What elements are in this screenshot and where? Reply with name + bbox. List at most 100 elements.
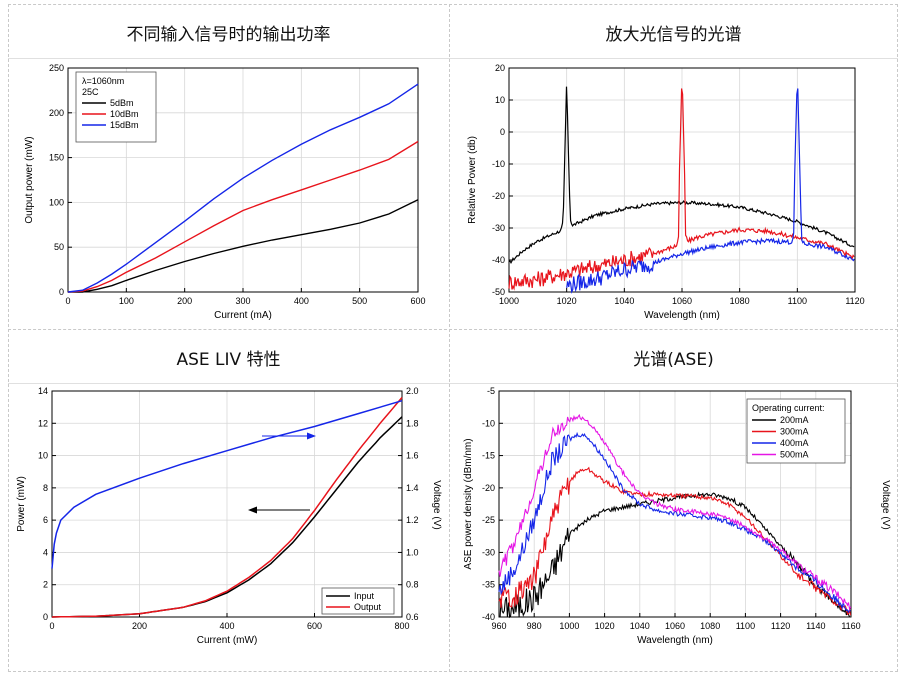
series-line-15dBm (67, 83, 419, 293)
ase-line-500mA (498, 413, 852, 612)
spectrum-line-1020 (508, 86, 855, 265)
y-tick-label: 12 (38, 418, 48, 428)
y-tick-label: 0 (59, 287, 64, 297)
y-tick-label: -15 (482, 451, 495, 461)
x-tick-label: 400 (294, 296, 309, 306)
y-tick-label: 8 (43, 483, 48, 493)
x-tick-label: 1000 (559, 621, 579, 631)
x-tick-label: 0 (65, 296, 70, 306)
legend-label-15dBm: 15dBm (110, 120, 139, 130)
x-tick-label: 1120 (771, 621, 790, 631)
x-axis-label: Wavelength (nm) (644, 310, 720, 321)
title-underline-1 (8, 58, 449, 59)
chart-amplified-spectrum: 1000 1020 1040 1060 1080 1100 1120-50-40-30-20… (467, 63, 865, 321)
title-underline-3 (8, 383, 449, 384)
y-tick-label: -50 (492, 287, 505, 297)
x-tick-label: 800 (394, 621, 409, 631)
y-tick-label: 10 (495, 95, 505, 105)
y-tick-label: -20 (492, 191, 505, 201)
y2-tick-label: 1.6 (406, 451, 419, 461)
y-tick-label: 20 (495, 63, 505, 73)
x-tick-label: 0 (49, 621, 54, 631)
x-tick-label: 1040 (614, 296, 634, 306)
legend-label-10dBm: 10dBm (110, 109, 139, 119)
legend-box (321, 587, 395, 615)
y-tick-label: 100 (49, 197, 64, 207)
spectrum-line-1060 (508, 88, 855, 291)
chart-ase-liv: 0 200 400 600 800 0 2 4 6 8 10 12 14 Current (mW) Powe… (16, 386, 442, 646)
x-tick-label: 300 (235, 296, 250, 306)
y-axis-label: ASE power density (dBm/nm) (463, 438, 474, 569)
chart-ase-spectrum: 960 980 1000 1020 1040 1060 1080 1100 1120 1140 11… (463, 386, 891, 646)
x-tick-label: 1160 (841, 621, 860, 631)
x-tick-label: 1060 (672, 296, 692, 306)
x-tick-label: 1100 (788, 296, 807, 306)
y-tick-label: -5 (487, 386, 495, 396)
y-tick-label: 4 (43, 547, 48, 557)
legend-label-400mA: 400mA (780, 438, 809, 448)
x-tick-label: 400 (219, 621, 234, 631)
panel-title-output-power: 不同输入信号时的输出功率 (126, 25, 331, 45)
y2-tick-label: 0.8 (406, 580, 419, 590)
legend-label-5dBm: 5dBm (110, 98, 134, 108)
panel-title-ase-spectrum: 光谱(ASE) (633, 350, 714, 370)
y2-axis-label: Voltage (V) (880, 480, 891, 529)
chart-output-power: 0 100 200 300 400 500 600 0 50 100 150 200 250 Curren… (24, 63, 426, 321)
x-tick-label: 1080 (730, 296, 750, 306)
y2-tick-label: 1.0 (406, 547, 419, 557)
ase-line-200mA (499, 491, 851, 619)
y-tick-label: 6 (43, 515, 48, 525)
x-tick-label: 1040 (630, 621, 650, 631)
y-axis-label: Power (mW) (16, 476, 27, 532)
x-tick-label: 1000 (499, 296, 519, 306)
liv-line-Voltage (51, 399, 403, 569)
y-tick-label: -40 (482, 612, 495, 622)
y-tick-label: 250 (49, 63, 64, 73)
arrow-head-right (307, 432, 316, 440)
y-tick-label: 2 (43, 580, 48, 590)
panel-title-amplified-spectrum: 放大光信号的光谱 (605, 25, 742, 45)
x-tick-label: 200 (177, 296, 192, 306)
y-tick-label: 0 (43, 612, 48, 622)
y2-tick-label: 1.8 (406, 418, 419, 428)
x-tick-label: 980 (527, 621, 542, 631)
y-tick-label: 200 (49, 108, 64, 118)
y-tick-label: -35 (482, 580, 495, 590)
y-tick-label: 150 (49, 153, 64, 163)
legend-label-Input: Input (354, 591, 375, 601)
y-tick-label: -30 (482, 547, 495, 557)
y2-tick-label: 2.0 (406, 386, 419, 396)
y-tick-label: 14 (38, 386, 48, 396)
ase-line-400mA (498, 431, 851, 614)
y-tick-label: -25 (482, 515, 495, 525)
y-tick-label: -40 (492, 255, 505, 265)
x-axis-label: Current (mW) (197, 635, 258, 646)
legend-wavelength: λ=1060nm (82, 76, 124, 86)
x-tick-label: 1080 (700, 621, 720, 631)
x-tick-label: 1020 (595, 621, 615, 631)
x-tick-label: 200 (132, 621, 147, 631)
x-tick-label: 500 (352, 296, 367, 306)
liv-line-Output (51, 397, 403, 618)
legend-title: Operating current: (752, 403, 825, 413)
legend-temperature: 25C (82, 87, 99, 97)
spectrum-line-1100 (566, 88, 855, 294)
panel-title-ase-liv: ASE LIV 特性 (176, 350, 281, 370)
x-axis-label: Current (mA) (214, 310, 272, 321)
legend-label-300mA: 300mA (780, 427, 809, 437)
x-tick-label: 1120 (845, 296, 864, 306)
x-axis-label: Wavelength (nm) (637, 635, 713, 646)
legend-label-200mA: 200mA (780, 415, 809, 425)
y2-tick-label: 1.2 (406, 515, 419, 525)
title-underline-2 (449, 58, 898, 59)
legend-label-500mA: 500mA (780, 450, 809, 460)
y-tick-label: 10 (38, 451, 48, 461)
y-axis-label: Relative Power (db) (467, 136, 478, 224)
y2-tick-label: 0.6 (406, 612, 419, 622)
series-line-5dBm (68, 199, 419, 293)
x-tick-label: 600 (410, 296, 425, 306)
series-line-10dBm (67, 140, 419, 293)
y-tick-label: -10 (492, 159, 505, 169)
arrow-head-left (248, 506, 257, 514)
x-tick-label: 1060 (665, 621, 685, 631)
